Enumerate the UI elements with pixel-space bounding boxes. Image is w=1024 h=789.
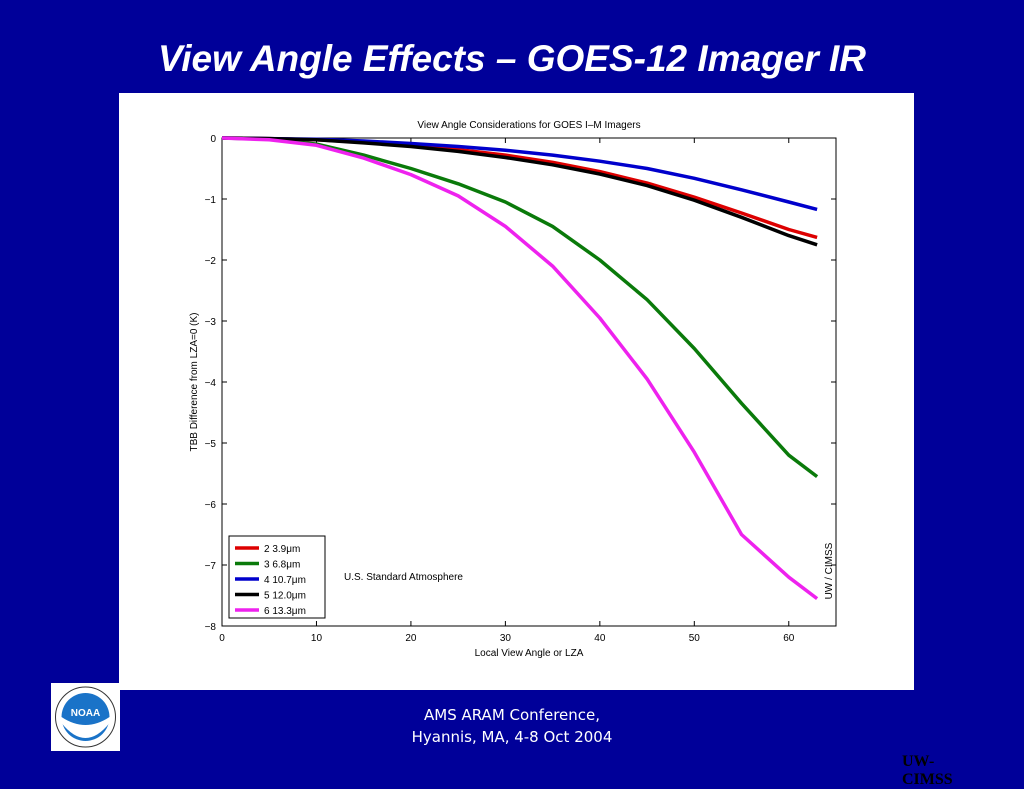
line-chart: View Angle Considerations for GOES I–M I… (189, 120, 837, 659)
legend-label-3: 4 10.7μm (264, 575, 306, 586)
series-line-4 (221, 136, 818, 247)
y-tick-label: 0 (210, 134, 216, 145)
side-annotation: UW / CIMSS (824, 542, 835, 599)
legend-label-2: 3 6.8μm (264, 560, 300, 571)
y-tick-label: −7 (205, 561, 217, 572)
series-line-5 (221, 136, 819, 600)
y-tick-label: −3 (205, 317, 217, 328)
x-tick-label: 0 (219, 633, 225, 644)
y-tick-label: −6 (205, 500, 217, 511)
footer-line-2: Hyannis, MA, 4-8 Oct 2004 (411, 728, 613, 746)
legend-label-1: 2 3.9μm (264, 544, 300, 555)
y-tick-label: −8 (205, 622, 217, 633)
chart-panel: View Angle Considerations for GOES I–M I… (119, 93, 953, 788)
credit-label: UW-CIMSS (902, 753, 953, 788)
series-line-2 (221, 136, 819, 478)
noaa-logo: NOAA (51, 683, 120, 751)
footer-line-1: AMS ARAM Conference, (423, 706, 601, 724)
slide-title: View Angle Effects – GOES-12 Imager IR (157, 38, 867, 79)
series-line-3 (221, 136, 818, 212)
y-tick-label: −5 (205, 439, 217, 450)
y-tick-label: −4 (205, 378, 217, 389)
x-tick-label: 10 (311, 633, 323, 644)
x-tick-label: 50 (689, 633, 701, 644)
annotation-atmosphere: U.S. Standard Atmosphere (344, 572, 463, 583)
chart-title: View Angle Considerations for GOES I–M I… (417, 120, 640, 131)
legend-label-5: 6 13.3μm (264, 606, 306, 617)
y-tick-label: −2 (205, 256, 217, 267)
x-tick-label: 40 (594, 633, 606, 644)
logo-text: NOAA (71, 708, 100, 719)
y-axis-label: TBB Difference from LZA=0 (K) (189, 312, 200, 451)
footer: AMS ARAM Conference, Hyannis, MA, 4-8 Oc… (340, 704, 684, 748)
x-tick-label: 20 (405, 633, 417, 644)
x-axis-label: Local View Angle or LZA (475, 648, 584, 659)
x-tick-label: 30 (500, 633, 512, 644)
y-tick-label: −1 (205, 195, 217, 206)
legend-label-4: 5 12.0μm (264, 591, 306, 602)
x-tick-label: 60 (783, 633, 795, 644)
